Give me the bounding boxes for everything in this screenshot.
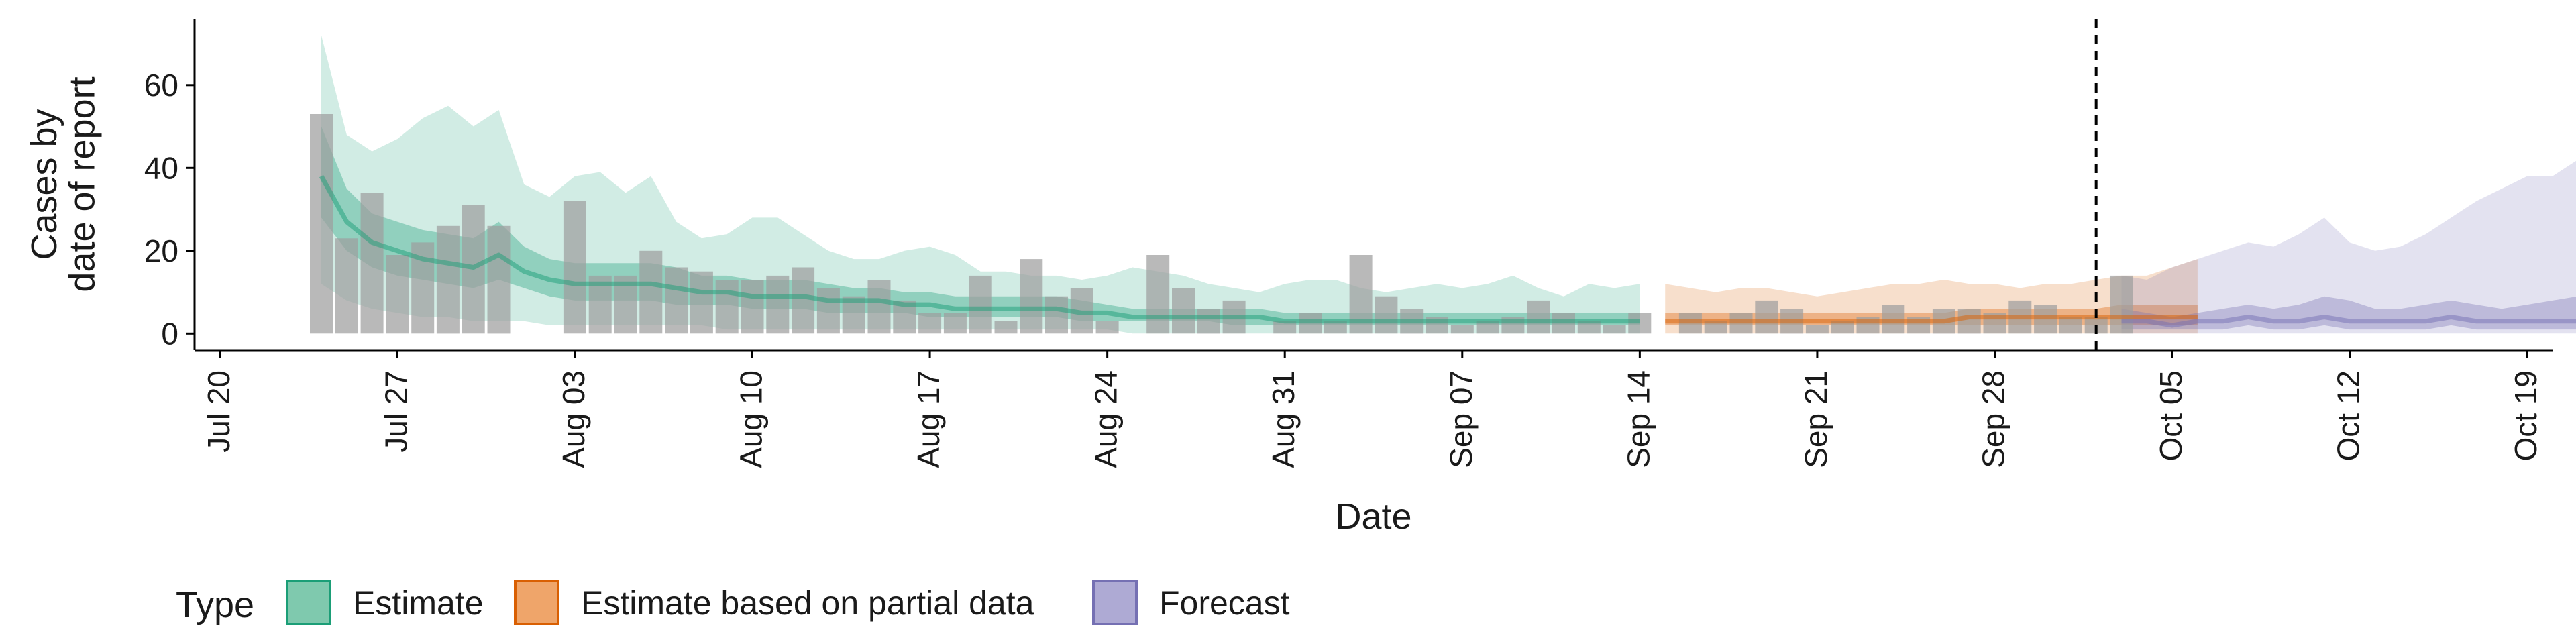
x-tick-label: Oct 19 bbox=[2508, 370, 2543, 462]
observed-bar bbox=[1324, 321, 1347, 334]
observed-bar bbox=[918, 313, 942, 334]
observed-bars bbox=[310, 114, 2133, 334]
observed-bar bbox=[1527, 300, 1550, 334]
x-tick-label: Oct 05 bbox=[2153, 370, 2188, 462]
observed-bar bbox=[867, 280, 891, 334]
observed-bar bbox=[436, 225, 460, 334]
observed-bar bbox=[792, 267, 815, 334]
x-tick-label: Sep 21 bbox=[1799, 370, 1833, 468]
observed-bar bbox=[1805, 325, 1829, 334]
legend-entry-label: Estimate bbox=[353, 584, 484, 622]
median-line-0 bbox=[319, 174, 1640, 324]
x-tick-label: Aug 03 bbox=[556, 370, 591, 468]
median-lines bbox=[319, 174, 2576, 328]
observed-bar bbox=[1603, 325, 1626, 334]
observed-bar bbox=[386, 255, 409, 334]
observed-bar bbox=[563, 201, 586, 334]
y-tick-label: 60 bbox=[144, 68, 178, 103]
plot-area bbox=[310, 19, 2576, 350]
observed-bar bbox=[1172, 288, 1195, 334]
observed-bar bbox=[360, 193, 384, 334]
y-axis-title: Cases bydate of report bbox=[24, 76, 103, 292]
observed-bar bbox=[715, 280, 739, 334]
observed-bar bbox=[1755, 300, 1778, 334]
observed-bar bbox=[994, 321, 1018, 334]
observed-bar bbox=[1450, 325, 1474, 334]
x-tick-label: Sep 07 bbox=[1444, 370, 1479, 468]
observed-bar bbox=[1831, 321, 1854, 334]
observed-bar bbox=[2110, 275, 2133, 334]
legend-entry-label: Estimate based on partial data bbox=[581, 584, 1034, 622]
observed-bar bbox=[1476, 321, 1499, 334]
observed-bar bbox=[766, 275, 790, 334]
observed-bar bbox=[816, 288, 840, 334]
observed-bar bbox=[1957, 309, 1981, 334]
x-tick-label: Sep 28 bbox=[1976, 370, 2010, 468]
x-tick-label: Sep 14 bbox=[1621, 370, 1656, 468]
observed-bar bbox=[487, 225, 511, 334]
x-tick-label: Aug 17 bbox=[911, 370, 946, 468]
observed-bar bbox=[1273, 321, 1297, 334]
median-line-2 bbox=[2121, 315, 2576, 328]
observed-bar bbox=[690, 271, 713, 334]
x-tick-label: Aug 24 bbox=[1089, 370, 1124, 468]
y-title-line: Cases by bbox=[24, 109, 64, 260]
legend-swatch bbox=[1092, 580, 1138, 625]
band-90-2 bbox=[2121, 160, 2576, 334]
observed-bar bbox=[310, 114, 333, 334]
observed-bar bbox=[1045, 296, 1068, 334]
x-tick-label: Oct 12 bbox=[2331, 370, 2366, 462]
x-tick-label: Aug 10 bbox=[734, 370, 769, 468]
axes: 0 20 40 60 Jul 20 Jul 27 Aug 03 Aug 10 Aug 17 Au… bbox=[144, 19, 2553, 468]
observed-bar bbox=[2059, 317, 2082, 334]
y-title-line: date of report bbox=[62, 76, 103, 292]
x-axis-title: Date bbox=[1335, 496, 1411, 537]
legend-swatch bbox=[286, 580, 331, 625]
observed-bar bbox=[1375, 296, 1398, 334]
legend-swatch bbox=[514, 580, 559, 625]
x-tick-label: Jul 20 bbox=[201, 370, 236, 453]
x-tick-label: Jul 27 bbox=[378, 370, 413, 453]
y-axis-ticks: 0 20 40 60 bbox=[144, 68, 195, 351]
observed-bar bbox=[741, 280, 764, 334]
legend: Type Estimate Estimate based on partial d… bbox=[176, 580, 1290, 625]
y-tick-label: 40 bbox=[144, 150, 178, 185]
x-axis-ticks: Jul 20 Jul 27 Aug 03 Aug 10 Aug 17 Aug 24 Aug … bbox=[201, 350, 2543, 468]
observed-bar bbox=[639, 250, 663, 334]
observed-bar bbox=[1146, 255, 1170, 334]
observed-bar bbox=[1095, 321, 1119, 334]
observed-bar bbox=[969, 275, 992, 334]
legend-entry-label: Forecast bbox=[1159, 584, 1290, 622]
y-tick-label: 0 bbox=[161, 316, 178, 351]
observed-bar bbox=[1197, 309, 1220, 334]
observed-bar bbox=[1020, 259, 1043, 334]
observed-bar bbox=[943, 313, 967, 334]
y-tick-label: 20 bbox=[144, 233, 178, 268]
observed-bar bbox=[665, 267, 688, 334]
observed-bar bbox=[1704, 321, 1727, 334]
x-tick-label: Aug 31 bbox=[1266, 370, 1301, 468]
median-line-1 bbox=[1665, 315, 2198, 324]
observed-bar bbox=[335, 238, 358, 334]
legend-title: Type bbox=[176, 585, 254, 625]
observed-bar bbox=[1577, 321, 1601, 334]
